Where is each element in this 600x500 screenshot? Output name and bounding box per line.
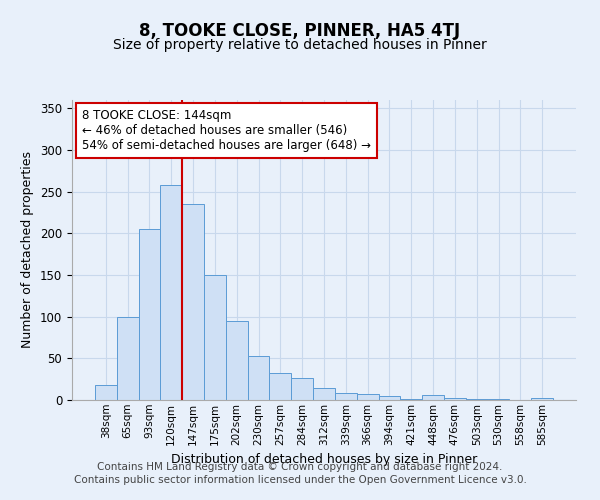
Bar xyxy=(160,185,182,400)
Bar xyxy=(226,321,248,400)
Bar xyxy=(139,229,160,400)
Bar xyxy=(379,396,400,400)
Bar xyxy=(117,316,139,400)
Bar xyxy=(466,399,488,400)
Bar xyxy=(357,394,379,400)
Text: Contains HM Land Registry data © Crown copyright and database right 2024.: Contains HM Land Registry data © Crown c… xyxy=(97,462,503,472)
Bar xyxy=(422,395,444,400)
Text: 8, TOOKE CLOSE, PINNER, HA5 4TJ: 8, TOOKE CLOSE, PINNER, HA5 4TJ xyxy=(139,22,461,40)
Bar xyxy=(204,275,226,400)
Bar xyxy=(182,204,204,400)
Bar xyxy=(400,399,422,400)
Bar xyxy=(335,392,357,400)
Text: Contains public sector information licensed under the Open Government Licence v3: Contains public sector information licen… xyxy=(74,475,526,485)
Bar xyxy=(531,398,553,400)
X-axis label: Distribution of detached houses by size in Pinner: Distribution of detached houses by size … xyxy=(171,453,477,466)
Bar xyxy=(488,399,509,400)
Bar xyxy=(444,398,466,400)
Text: 8 TOOKE CLOSE: 144sqm
← 46% of detached houses are smaller (546)
54% of semi-det: 8 TOOKE CLOSE: 144sqm ← 46% of detached … xyxy=(82,109,371,152)
Bar xyxy=(95,385,117,400)
Y-axis label: Number of detached properties: Number of detached properties xyxy=(22,152,34,348)
Bar xyxy=(269,372,291,400)
Bar xyxy=(291,378,313,400)
Bar xyxy=(248,356,269,400)
Bar xyxy=(313,388,335,400)
Text: Size of property relative to detached houses in Pinner: Size of property relative to detached ho… xyxy=(113,38,487,52)
